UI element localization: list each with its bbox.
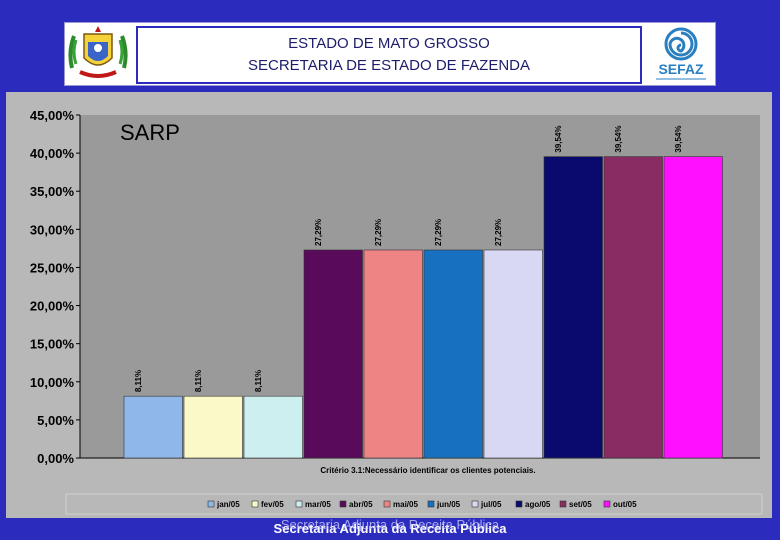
- sefaz-logo: SEFAZ: [656, 27, 706, 80]
- chart-panel: 0,00% 5,00% 10,00% 15,00% 20,00% 25,00% 30,00%…: [6, 92, 772, 518]
- header-line-2: SECRETARIA DE ESTADO DE FAZENDA: [248, 57, 530, 74]
- header-title-box: ESTADO DE MATO GROSSO SECRETARIA DE ESTA…: [136, 26, 642, 84]
- chart-title: SARP: [120, 120, 180, 145]
- data-label: 8,11%: [194, 370, 203, 392]
- spiral-icon: [664, 27, 698, 61]
- bar-out-05: [663, 156, 723, 459]
- y-tick-label: 25,00%: [30, 260, 75, 275]
- data-label: 27,29%: [434, 219, 443, 246]
- data-label: 27,29%: [314, 219, 323, 246]
- x-axis-label: Critério 3.1:Necessário identificar os c…: [320, 466, 535, 475]
- legend-swatch: [471, 500, 479, 508]
- legend-label: out/05: [613, 500, 637, 509]
- y-tick-label: 0,00%: [37, 451, 74, 466]
- legend-swatch: [427, 500, 435, 508]
- y-tick-label: 20,00%: [30, 299, 75, 314]
- data-label: 8,11%: [134, 370, 143, 392]
- legend-label: fev/05: [261, 500, 284, 509]
- data-label: 27,29%: [374, 219, 383, 246]
- legend-swatch: [207, 500, 215, 508]
- bar-set-05: [603, 156, 663, 459]
- data-label: 39,54%: [674, 125, 683, 152]
- legend-label: jun/05: [436, 500, 461, 509]
- bar-jul-05: [483, 249, 543, 459]
- legend-label: mar/05: [305, 500, 331, 509]
- bar-mai-05: [363, 249, 423, 459]
- bar-ago-05: [543, 156, 603, 459]
- legend-label: mai/05: [393, 500, 418, 509]
- legend-swatch: [603, 500, 611, 508]
- legend-swatch: [251, 500, 259, 508]
- footer-ghost-text: Secretaria Adjunta da Receita Pública: [280, 517, 500, 532]
- y-tick-label: 15,00%: [30, 337, 75, 352]
- y-tick-label: 10,00%: [30, 375, 75, 390]
- state-crest-icon: [68, 26, 128, 78]
- bar-abr-05: [303, 249, 363, 459]
- footer-text: Secretaria Adjunta da Receita Pública: [273, 521, 507, 536]
- legend-swatch: [559, 500, 567, 508]
- bar-jun-05: [423, 249, 483, 459]
- data-label: 8,11%: [254, 370, 263, 392]
- bar-chart: 0,00% 5,00% 10,00% 15,00% 20,00% 25,00% 30,00%…: [30, 108, 763, 515]
- y-tick-label: 45,00%: [30, 108, 75, 123]
- y-tick-label: 35,00%: [30, 184, 75, 199]
- legend-box: [65, 493, 763, 515]
- bar-fev-05: [183, 395, 243, 459]
- legend-swatch: [295, 500, 303, 508]
- legend-label: jul/05: [480, 500, 502, 509]
- legend-label: jan/05: [216, 500, 240, 509]
- y-tick-label: 40,00%: [30, 146, 75, 161]
- legend-label: set/05: [569, 500, 592, 509]
- legend-swatch: [515, 500, 523, 508]
- y-tick-label: 30,00%: [30, 222, 75, 237]
- legend-swatch: [339, 500, 347, 508]
- footer: Secretaria Adjunta da Receita Pública Se…: [0, 517, 780, 540]
- bar-mar-05: [243, 395, 303, 459]
- legend-label: ago/05: [525, 500, 551, 509]
- header-line-1: ESTADO DE MATO GROSSO: [288, 35, 490, 52]
- logo-text: SEFAZ: [658, 61, 704, 77]
- y-tick-label: 5,00%: [37, 413, 74, 428]
- legend-label: abr/05: [349, 500, 373, 509]
- data-label: 39,54%: [614, 125, 623, 152]
- legend-swatch: [383, 500, 391, 508]
- data-label: 39,54%: [554, 125, 563, 152]
- data-label: 27,29%: [494, 219, 503, 246]
- bar-jan-05: [123, 395, 183, 459]
